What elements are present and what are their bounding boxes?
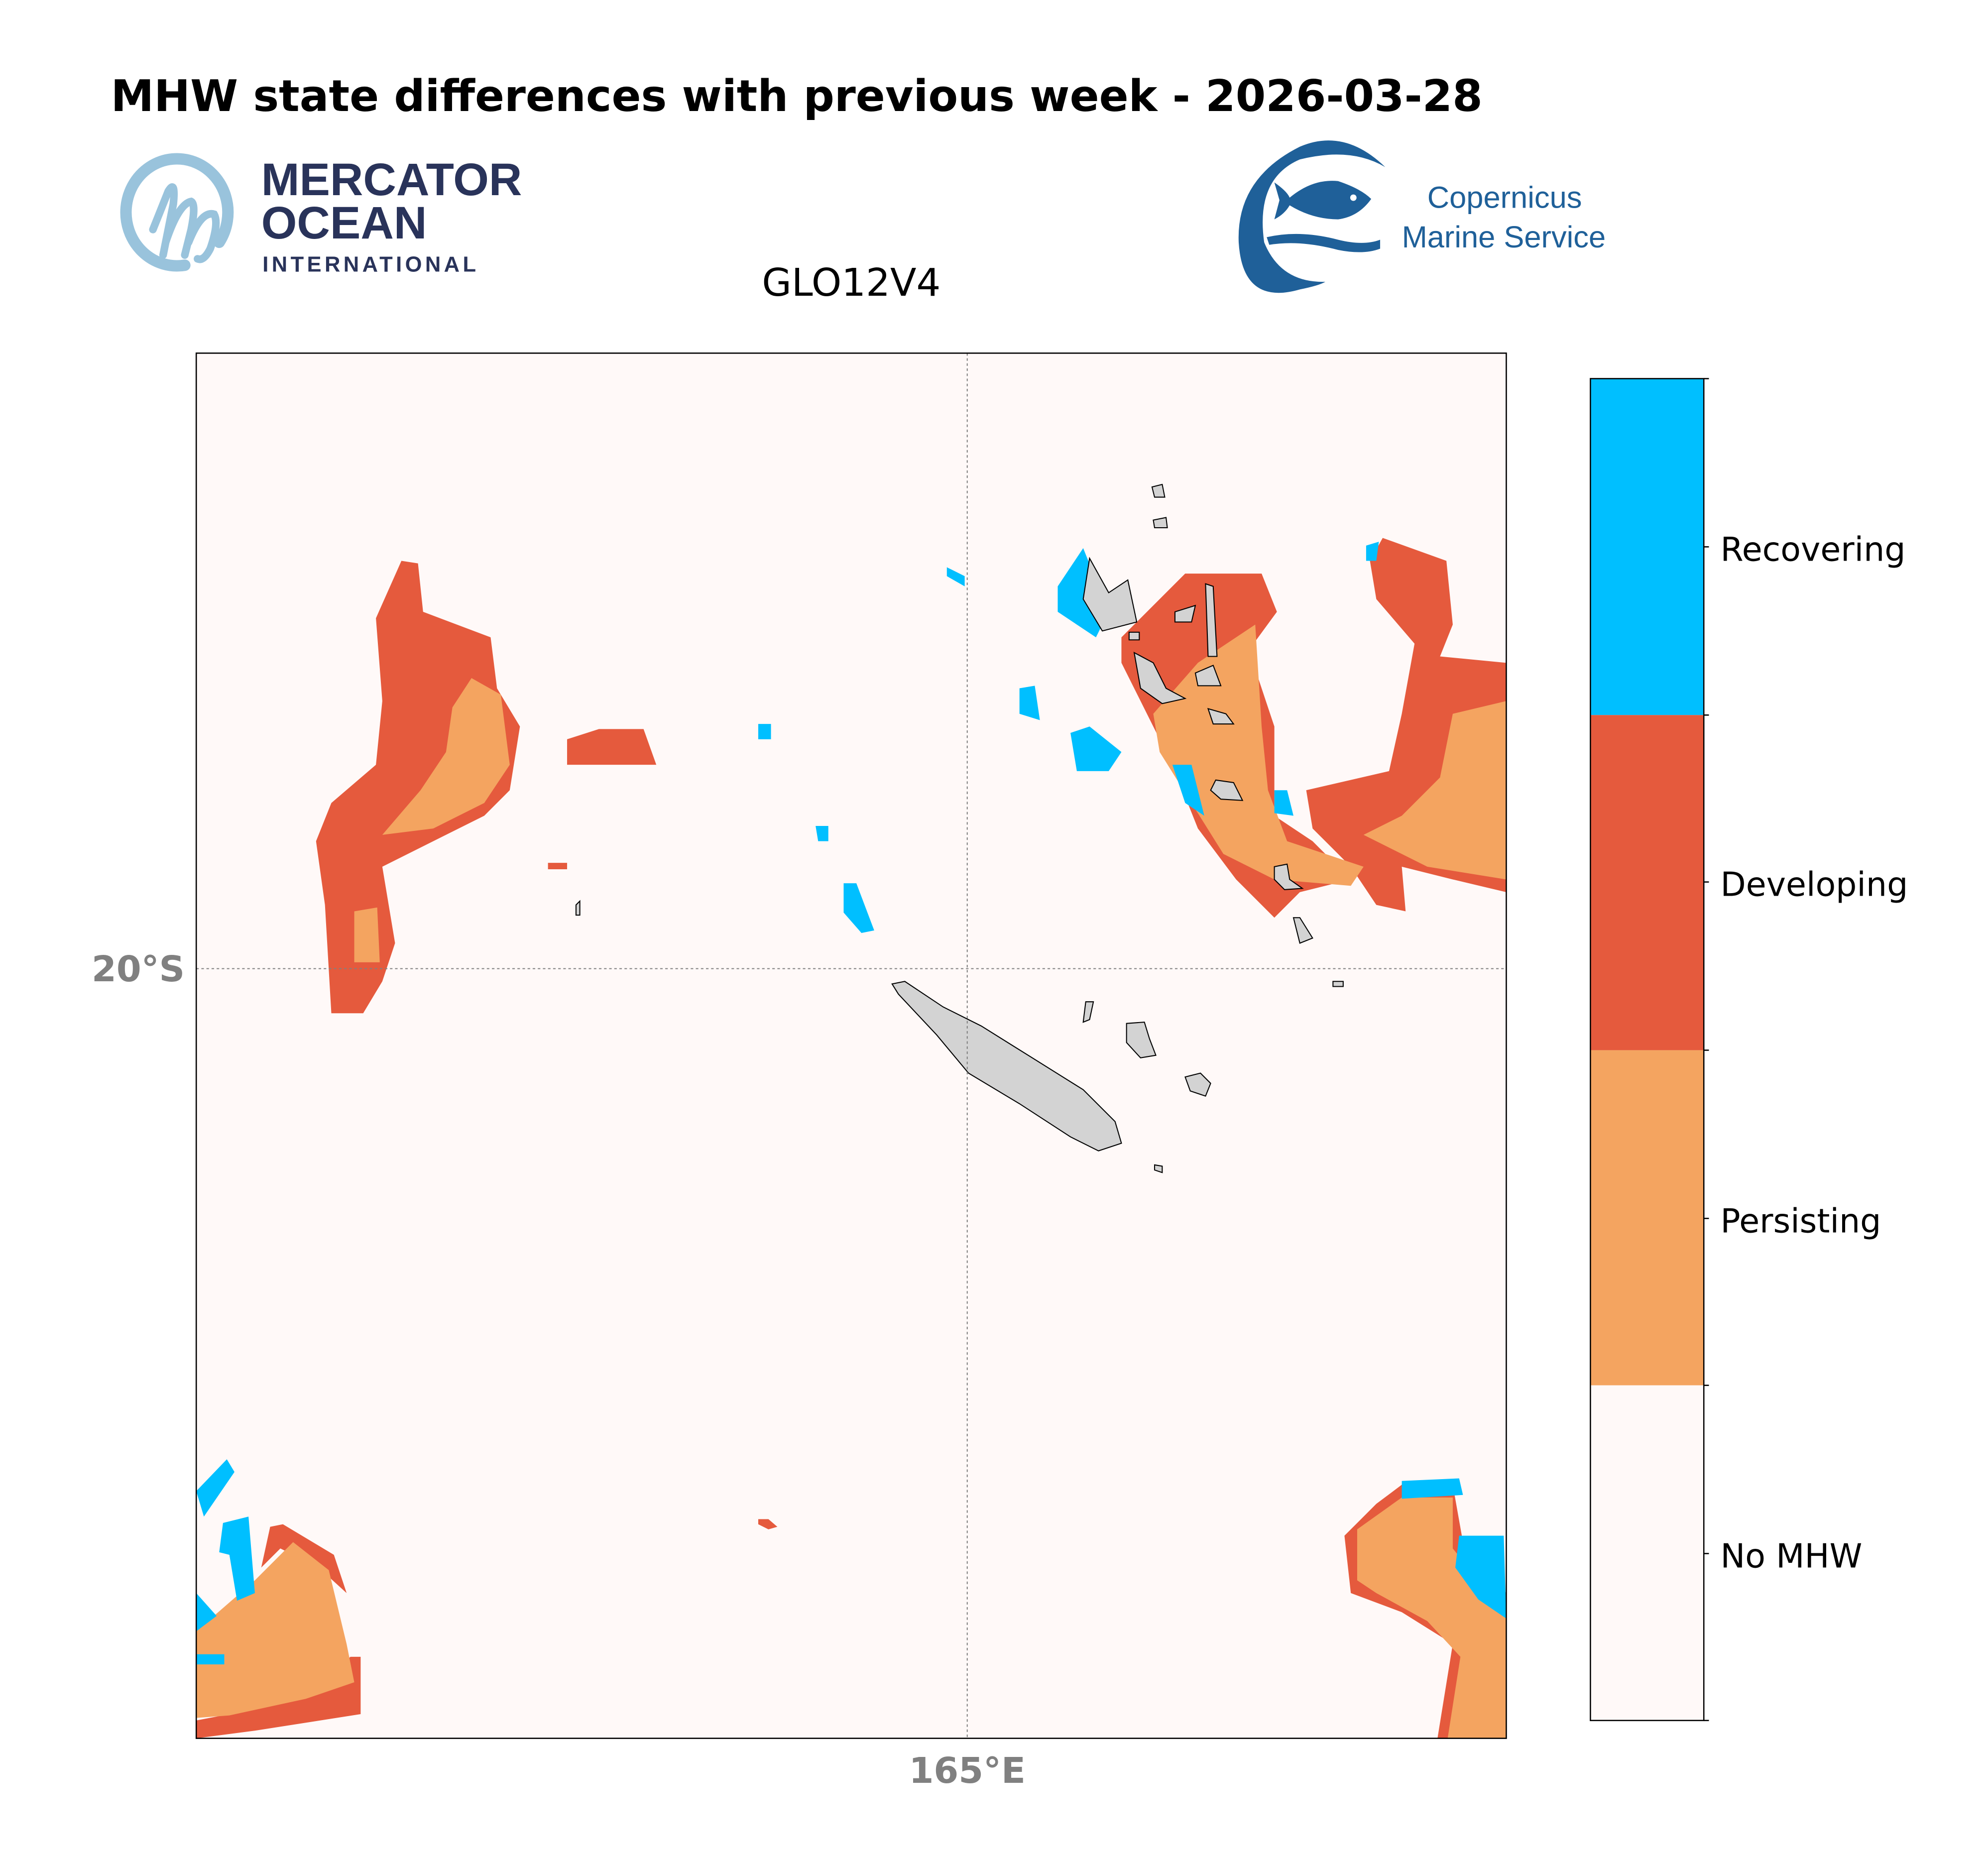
- legend-label-developing: Developing: [1720, 865, 1908, 904]
- recovering-area: [816, 825, 828, 841]
- island: [1126, 1022, 1157, 1058]
- recovering-area: [946, 567, 965, 586]
- map-panel: 20°S 165°E: [92, 352, 1507, 1791]
- recovering-area: [843, 883, 874, 933]
- island: [1207, 707, 1235, 725]
- island: [1274, 863, 1304, 890]
- mercator-ocean-logo: MERCATOR OCEAN INTERNATIONAL: [120, 153, 522, 277]
- island: [1174, 604, 1196, 623]
- island: [1332, 981, 1344, 987]
- persisting-area: [1153, 624, 1364, 886]
- figure-title: MHW state differences with previous week…: [111, 71, 1483, 121]
- legend-label-persisting: Persisting: [1720, 1201, 1881, 1240]
- island: [1210, 779, 1244, 801]
- developing-area: [196, 1656, 361, 1739]
- recovering-area: [219, 1516, 255, 1601]
- longitude-label: 165°E: [909, 1749, 1026, 1791]
- recovering-area: [1366, 542, 1379, 561]
- legend-label-no-mhw: No MHW: [1720, 1537, 1862, 1576]
- colorbar-persisting: [1590, 1050, 1704, 1386]
- recovering-area: [196, 1459, 234, 1517]
- recovering-area: [758, 724, 771, 739]
- persisting-area: [1363, 701, 1507, 880]
- recovering-area: [1274, 790, 1294, 816]
- island: [1153, 517, 1168, 529]
- land-areas: [575, 483, 1344, 1173]
- colorbar-developing: [1590, 715, 1704, 1050]
- developing-area: [758, 1519, 778, 1529]
- recovering-area: [1019, 686, 1040, 720]
- island: [575, 900, 581, 916]
- recovering-area: [1172, 765, 1204, 816]
- persisting-area: [1357, 1497, 1507, 1739]
- island: [1154, 1164, 1163, 1173]
- colorbar-no-mhw: [1590, 1385, 1704, 1721]
- island: [1128, 631, 1140, 641]
- persisting-areas: [196, 624, 1507, 1739]
- island: [1082, 1001, 1094, 1023]
- colorbar-legend: Recovering Developing Persisting No MHW: [1590, 378, 1908, 1722]
- new-caledonia-island: [891, 981, 1122, 1152]
- island: [1082, 557, 1138, 632]
- colorbar-recovering: [1590, 378, 1704, 715]
- island: [1292, 917, 1313, 944]
- island: [1133, 651, 1187, 704]
- recovering-area: [1070, 726, 1122, 771]
- recovering-area: [1402, 1478, 1463, 1499]
- legend-label-recovering: Recovering: [1720, 530, 1905, 569]
- colorbar-ticks: [1704, 378, 1709, 1722]
- map-frame: [195, 352, 1507, 1739]
- developing-area: [316, 561, 520, 1014]
- svg-text:MERCATOR: MERCATOR: [261, 154, 522, 205]
- svg-text:OCEAN: OCEAN: [261, 197, 427, 248]
- latitude-label: 20°S: [92, 948, 185, 990]
- copernicus-marine-logo: Copernicus Marine Service: [1238, 140, 1606, 293]
- recovering-area: [196, 1593, 217, 1631]
- persisting-area: [196, 1542, 354, 1718]
- svg-text:INTERNATIONAL: INTERNATIONAL: [262, 253, 479, 277]
- developing-area: [567, 729, 657, 765]
- recovering-area: [196, 1654, 225, 1665]
- island: [1184, 1072, 1211, 1097]
- island: [1151, 483, 1166, 498]
- map-subtitle: GLO12V4: [762, 261, 940, 305]
- developing-area: [548, 863, 568, 869]
- persisting-area: [382, 678, 510, 835]
- persisting-area: [354, 907, 380, 962]
- ocean-background: [196, 353, 1507, 1739]
- svg-text:Marine Service: Marine Service: [1402, 220, 1606, 254]
- recovering-area: [1455, 1535, 1507, 1619]
- island: [1205, 583, 1218, 657]
- svg-text:Copernicus: Copernicus: [1427, 181, 1582, 215]
- island: [1194, 665, 1222, 687]
